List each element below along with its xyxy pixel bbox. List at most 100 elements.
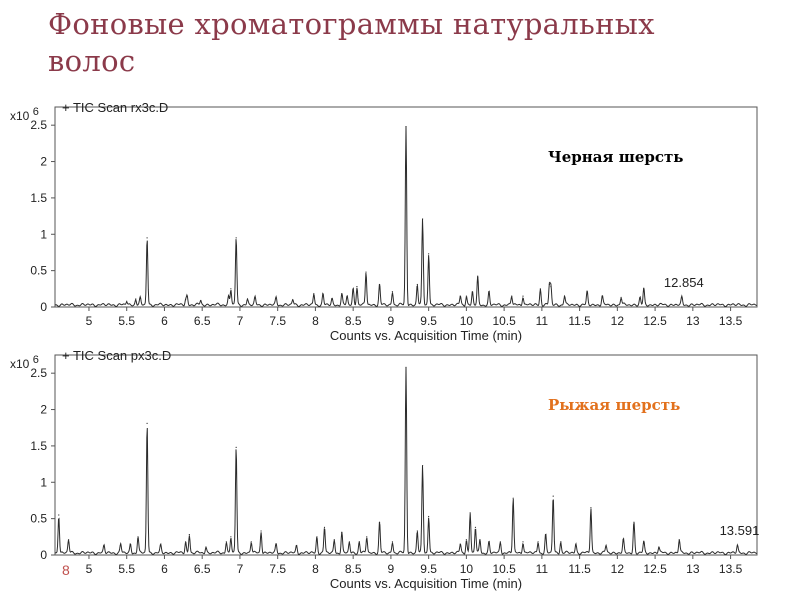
y-tick-label: 2 bbox=[40, 403, 47, 417]
retention-time-label: 13.591 bbox=[720, 523, 760, 538]
peak-apex bbox=[465, 539, 467, 541]
peak-apex bbox=[313, 293, 315, 295]
peak-apex bbox=[522, 541, 524, 543]
x-tick-label: 12 bbox=[611, 314, 625, 328]
x-tick-label: 7 bbox=[237, 314, 244, 328]
x-tick-label: 9 bbox=[388, 562, 395, 576]
peak-apex bbox=[188, 534, 190, 536]
x-tick-label: 9 bbox=[388, 314, 395, 328]
peak-apex bbox=[322, 293, 324, 295]
peak-apex bbox=[545, 534, 547, 536]
y-tick-label: 0 bbox=[40, 548, 47, 562]
plot-frame bbox=[54, 106, 758, 308]
peak-apex bbox=[560, 541, 562, 543]
peak-apex bbox=[235, 446, 237, 448]
peak-apex bbox=[736, 544, 739, 547]
peak-apex bbox=[469, 512, 471, 514]
scan-label: + TIC Scan rx3c.D bbox=[62, 100, 168, 115]
peak-apex bbox=[474, 526, 477, 528]
peak-apex bbox=[316, 536, 318, 538]
peak-apex bbox=[512, 497, 514, 499]
x-tick-label: 13.5 bbox=[719, 562, 743, 576]
peak-apex bbox=[184, 541, 187, 543]
x-tick-label: 11 bbox=[536, 562, 549, 576]
x-tick-label: 7.5 bbox=[269, 562, 286, 576]
x-tick-label: 6.5 bbox=[194, 314, 211, 328]
x-tick-label: 10 bbox=[460, 314, 474, 328]
peak-apex bbox=[405, 126, 407, 128]
y-tick-label: 0.5 bbox=[30, 512, 47, 526]
peak-apex bbox=[348, 541, 350, 543]
peak-apex bbox=[511, 295, 513, 297]
x-tick-label: 9.5 bbox=[420, 314, 437, 328]
x-tick-label: 11.5 bbox=[568, 314, 591, 328]
peak-apex bbox=[295, 544, 298, 547]
peak-apex bbox=[346, 295, 348, 297]
peak-apex bbox=[575, 543, 577, 545]
peak-apex bbox=[378, 521, 381, 523]
peak-apex bbox=[477, 276, 479, 278]
peak-apex bbox=[416, 530, 418, 532]
peak-apex bbox=[352, 288, 354, 290]
x-tick-label: 7 bbox=[237, 562, 244, 576]
slide-title: Фоновые хроматограммы натуральных волос bbox=[48, 6, 768, 80]
peak-apex bbox=[465, 295, 467, 297]
x-tick-label: 5 bbox=[86, 314, 93, 328]
peak-apex bbox=[275, 543, 277, 545]
x-tick-label: 10 bbox=[460, 562, 474, 576]
x-tick-label: 11.5 bbox=[568, 562, 591, 576]
y-tick-label: 2.5 bbox=[30, 118, 47, 132]
peak-apex bbox=[488, 541, 490, 543]
peak-apex bbox=[146, 237, 148, 239]
plot-frame bbox=[54, 354, 758, 556]
peak-apex bbox=[58, 514, 60, 516]
peak-apex bbox=[405, 366, 407, 368]
peak-apex bbox=[391, 291, 394, 293]
peak-apex bbox=[643, 288, 645, 290]
x-tick-label: 12 bbox=[611, 562, 625, 576]
scan-label: + TIC Scan px3c.D bbox=[62, 348, 171, 363]
peak-apex bbox=[459, 543, 461, 545]
y-tick-label: 1.5 bbox=[30, 439, 47, 453]
sample-annotation: Рыжая шерсть bbox=[548, 396, 680, 414]
peak-apex bbox=[681, 296, 683, 299]
chromatogram-red-wool: x10 6 + TIC Scan px3c.D00.511.522.55 5.5 6 6… bbox=[10, 348, 760, 591]
y-multiplier: x10 6 bbox=[10, 354, 39, 371]
x-tick-label: 8.5 bbox=[345, 562, 362, 576]
peak-apex bbox=[639, 296, 641, 299]
peak-apex bbox=[126, 300, 128, 302]
peak-apex bbox=[643, 541, 645, 543]
peak-apex bbox=[428, 253, 430, 255]
peak-apex bbox=[137, 536, 139, 538]
x-tick-label: 5.5 bbox=[118, 314, 135, 328]
peak-apex bbox=[416, 283, 418, 286]
x-tick-label: 6 bbox=[161, 314, 168, 328]
peak-apex bbox=[184, 299, 187, 301]
y-multiplier-exponent: 6 bbox=[33, 106, 39, 118]
x-tick-label: 13.5 bbox=[719, 314, 743, 328]
peak-apex bbox=[537, 541, 539, 543]
peak-apex bbox=[275, 296, 277, 299]
x-tick-label: 5.5 bbox=[118, 562, 135, 576]
peak-apex bbox=[250, 541, 252, 543]
x-tick-label: 6.5 bbox=[194, 562, 211, 576]
y-tick-label: 1.5 bbox=[30, 191, 47, 205]
x-tick-label: 8 bbox=[312, 562, 319, 576]
x-tick-label: 7.5 bbox=[269, 314, 286, 328]
peak-apex bbox=[620, 296, 622, 299]
peak-apex bbox=[422, 218, 424, 220]
y-tick-label: 1 bbox=[40, 227, 47, 241]
x-tick-label: 9.5 bbox=[420, 562, 437, 576]
y-tick-label: 0.5 bbox=[30, 264, 47, 278]
x-tick-label: 13 bbox=[686, 562, 700, 576]
page-number: 8 bbox=[62, 562, 70, 578]
x-tick-label: 5 bbox=[86, 562, 93, 576]
peak-apex bbox=[586, 291, 588, 293]
peak-apex bbox=[254, 296, 256, 299]
x-tick-label: 13 bbox=[686, 314, 700, 328]
y-multiplier: x10 6 bbox=[10, 106, 39, 123]
peak-apex bbox=[139, 297, 141, 299]
peak-apex bbox=[225, 541, 227, 543]
peak-apex bbox=[548, 283, 551, 286]
peak-apex bbox=[200, 299, 202, 302]
